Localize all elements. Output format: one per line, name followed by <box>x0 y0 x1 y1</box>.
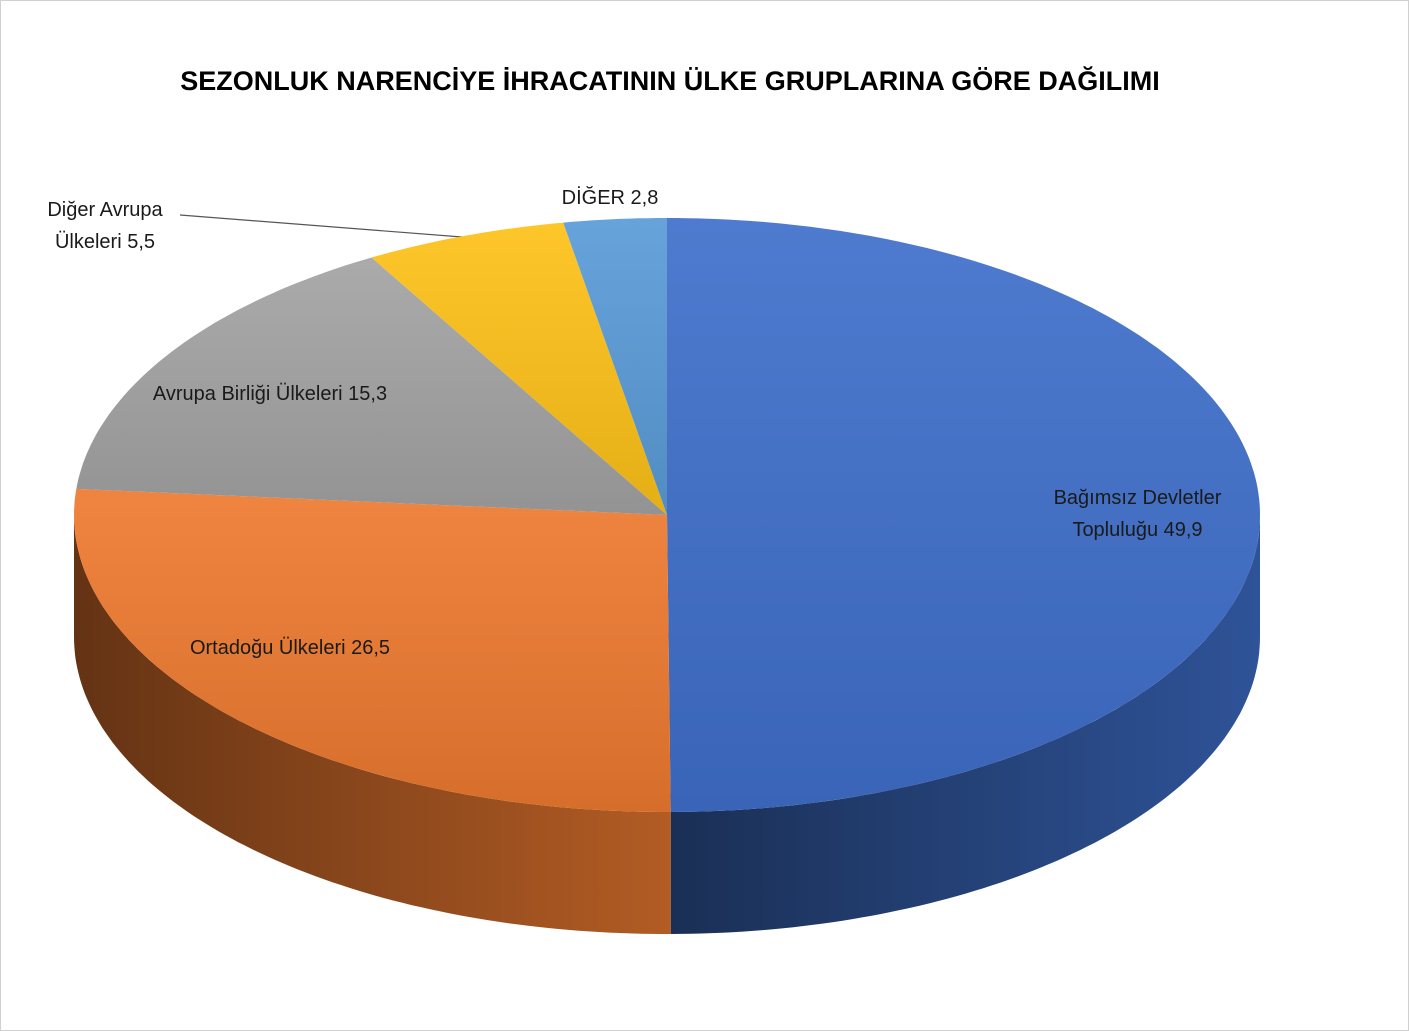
label-category: Bağımsız Devletler Topluluğu <box>1053 487 1222 541</box>
chart-title: SEZONLUK NARENCİYE İHRACATININ ÜLKE GRUP… <box>180 66 1160 96</box>
label-category: Ortadoğu Ülkeleri <box>189 637 346 659</box>
slice-side <box>74 515 671 934</box>
slice <box>76 257 668 515</box>
data-label: Avrupa Birliği Ülkeleri 15,3 <box>140 378 400 410</box>
slice <box>667 218 1260 812</box>
data-label: DİĞER 2,8 <box>530 182 690 214</box>
slice <box>563 218 667 515</box>
data-label: Ortadoğu Ülkeleri 26,5 <box>140 632 440 664</box>
data-label: Diğer Avrupa Ülkeleri 5,5 <box>20 194 190 258</box>
label-value: 15,3 <box>348 383 388 405</box>
slice <box>74 488 671 812</box>
label-category: DİĞER <box>561 187 625 209</box>
data-label: Bağımsız Devletler Topluluğu 49,9 <box>1030 482 1245 546</box>
label-value: 2,8 <box>630 187 659 209</box>
pie <box>74 218 1260 934</box>
slice-side <box>670 515 1260 934</box>
label-value: 49,9 <box>1163 519 1203 541</box>
label-category: Avrupa Birliği Ülkeleri <box>152 383 343 405</box>
leader-line <box>179 214 463 238</box>
label-category: Diğer Avrupa Ülkeleri <box>47 199 163 253</box>
label-value: 5,5 <box>127 231 156 253</box>
slice <box>371 222 667 515</box>
label-value: 26,5 <box>351 637 391 659</box>
